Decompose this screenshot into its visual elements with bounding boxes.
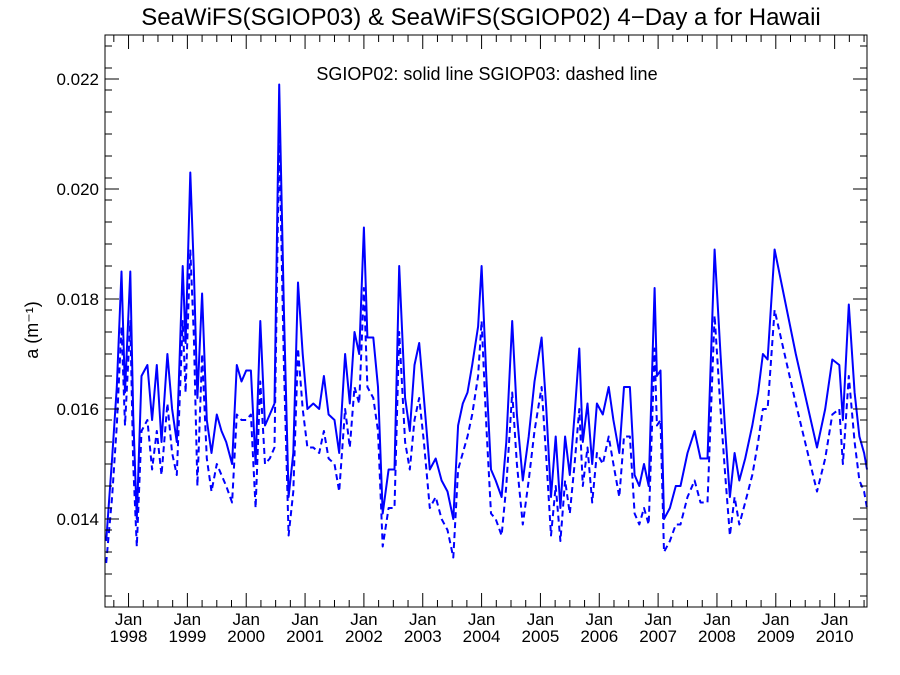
plot-frame: [104, 34, 868, 608]
x-tick-label-month: Jan: [703, 610, 730, 629]
y-tick-label: 0.018: [56, 290, 99, 309]
y-tick-label: 0.022: [56, 70, 99, 89]
x-tick-label-year: 2010: [816, 627, 854, 646]
y-tick-label: 0.014: [56, 510, 99, 529]
x-tick-label-year: 2001: [286, 627, 324, 646]
x-tick-label-year: 1999: [168, 627, 206, 646]
series-line-sgiop02: [105, 83, 868, 542]
x-tick-label-month: Jan: [762, 610, 789, 629]
x-tick-label-month: Jan: [233, 610, 260, 629]
chart-title: SeaWiFS(SGIOP03) & SeaWiFS(SGIOP02) 4−Da…: [141, 4, 821, 31]
x-tick-label-year: 1998: [110, 627, 148, 646]
x-tick-label-year: 2007: [639, 627, 677, 646]
x-tick-label-month: Jan: [409, 610, 436, 629]
axes: 0.0140.0160.0180.0200.022Jan1998Jan1999J…: [56, 35, 867, 646]
y-tick-label: 0.016: [56, 400, 99, 419]
x-tick-label-year: 2009: [757, 627, 795, 646]
x-tick-label-month: Jan: [586, 610, 613, 629]
legend-annotation: SGIOP02: solid line SGIOP03: dashed line: [316, 64, 657, 84]
x-tick-label-month: Jan: [350, 610, 377, 629]
x-tick-label-month: Jan: [468, 610, 495, 629]
y-axis-label: a (m⁻¹): [22, 301, 42, 359]
x-tick-label-month: Jan: [527, 610, 554, 629]
x-tick-label-month: Jan: [821, 610, 848, 629]
x-tick-label-year: 2004: [463, 627, 501, 646]
x-tick-label-month: Jan: [115, 610, 142, 629]
x-tick-label-year: 2000: [227, 627, 265, 646]
x-tick-label-year: 2003: [404, 627, 442, 646]
x-tick-label-year: 2008: [698, 627, 736, 646]
x-tick-label-month: Jan: [291, 610, 318, 629]
y-tick-label: 0.020: [56, 180, 99, 199]
series-line-sgiop03: [105, 133, 868, 564]
x-tick-label-year: 2006: [580, 627, 618, 646]
x-tick-label-year: 2005: [522, 627, 560, 646]
x-tick-label-month: Jan: [644, 610, 671, 629]
plot-lines: [105, 83, 868, 564]
x-tick-label-year: 2002: [345, 627, 383, 646]
x-tick-label-month: Jan: [174, 610, 201, 629]
